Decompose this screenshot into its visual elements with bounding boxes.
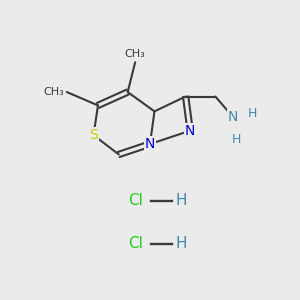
Text: H: H	[248, 107, 257, 120]
Text: N: N	[185, 124, 195, 138]
Text: CH₃: CH₃	[125, 49, 146, 59]
Text: N: N	[145, 137, 155, 151]
Text: Cl: Cl	[128, 236, 142, 251]
Text: H: H	[176, 193, 187, 208]
Text: H: H	[232, 133, 241, 146]
Text: H: H	[176, 236, 187, 251]
Text: N: N	[228, 110, 238, 124]
Text: Cl: Cl	[128, 193, 142, 208]
Text: S: S	[89, 128, 98, 142]
Text: CH₃: CH₃	[43, 87, 64, 97]
